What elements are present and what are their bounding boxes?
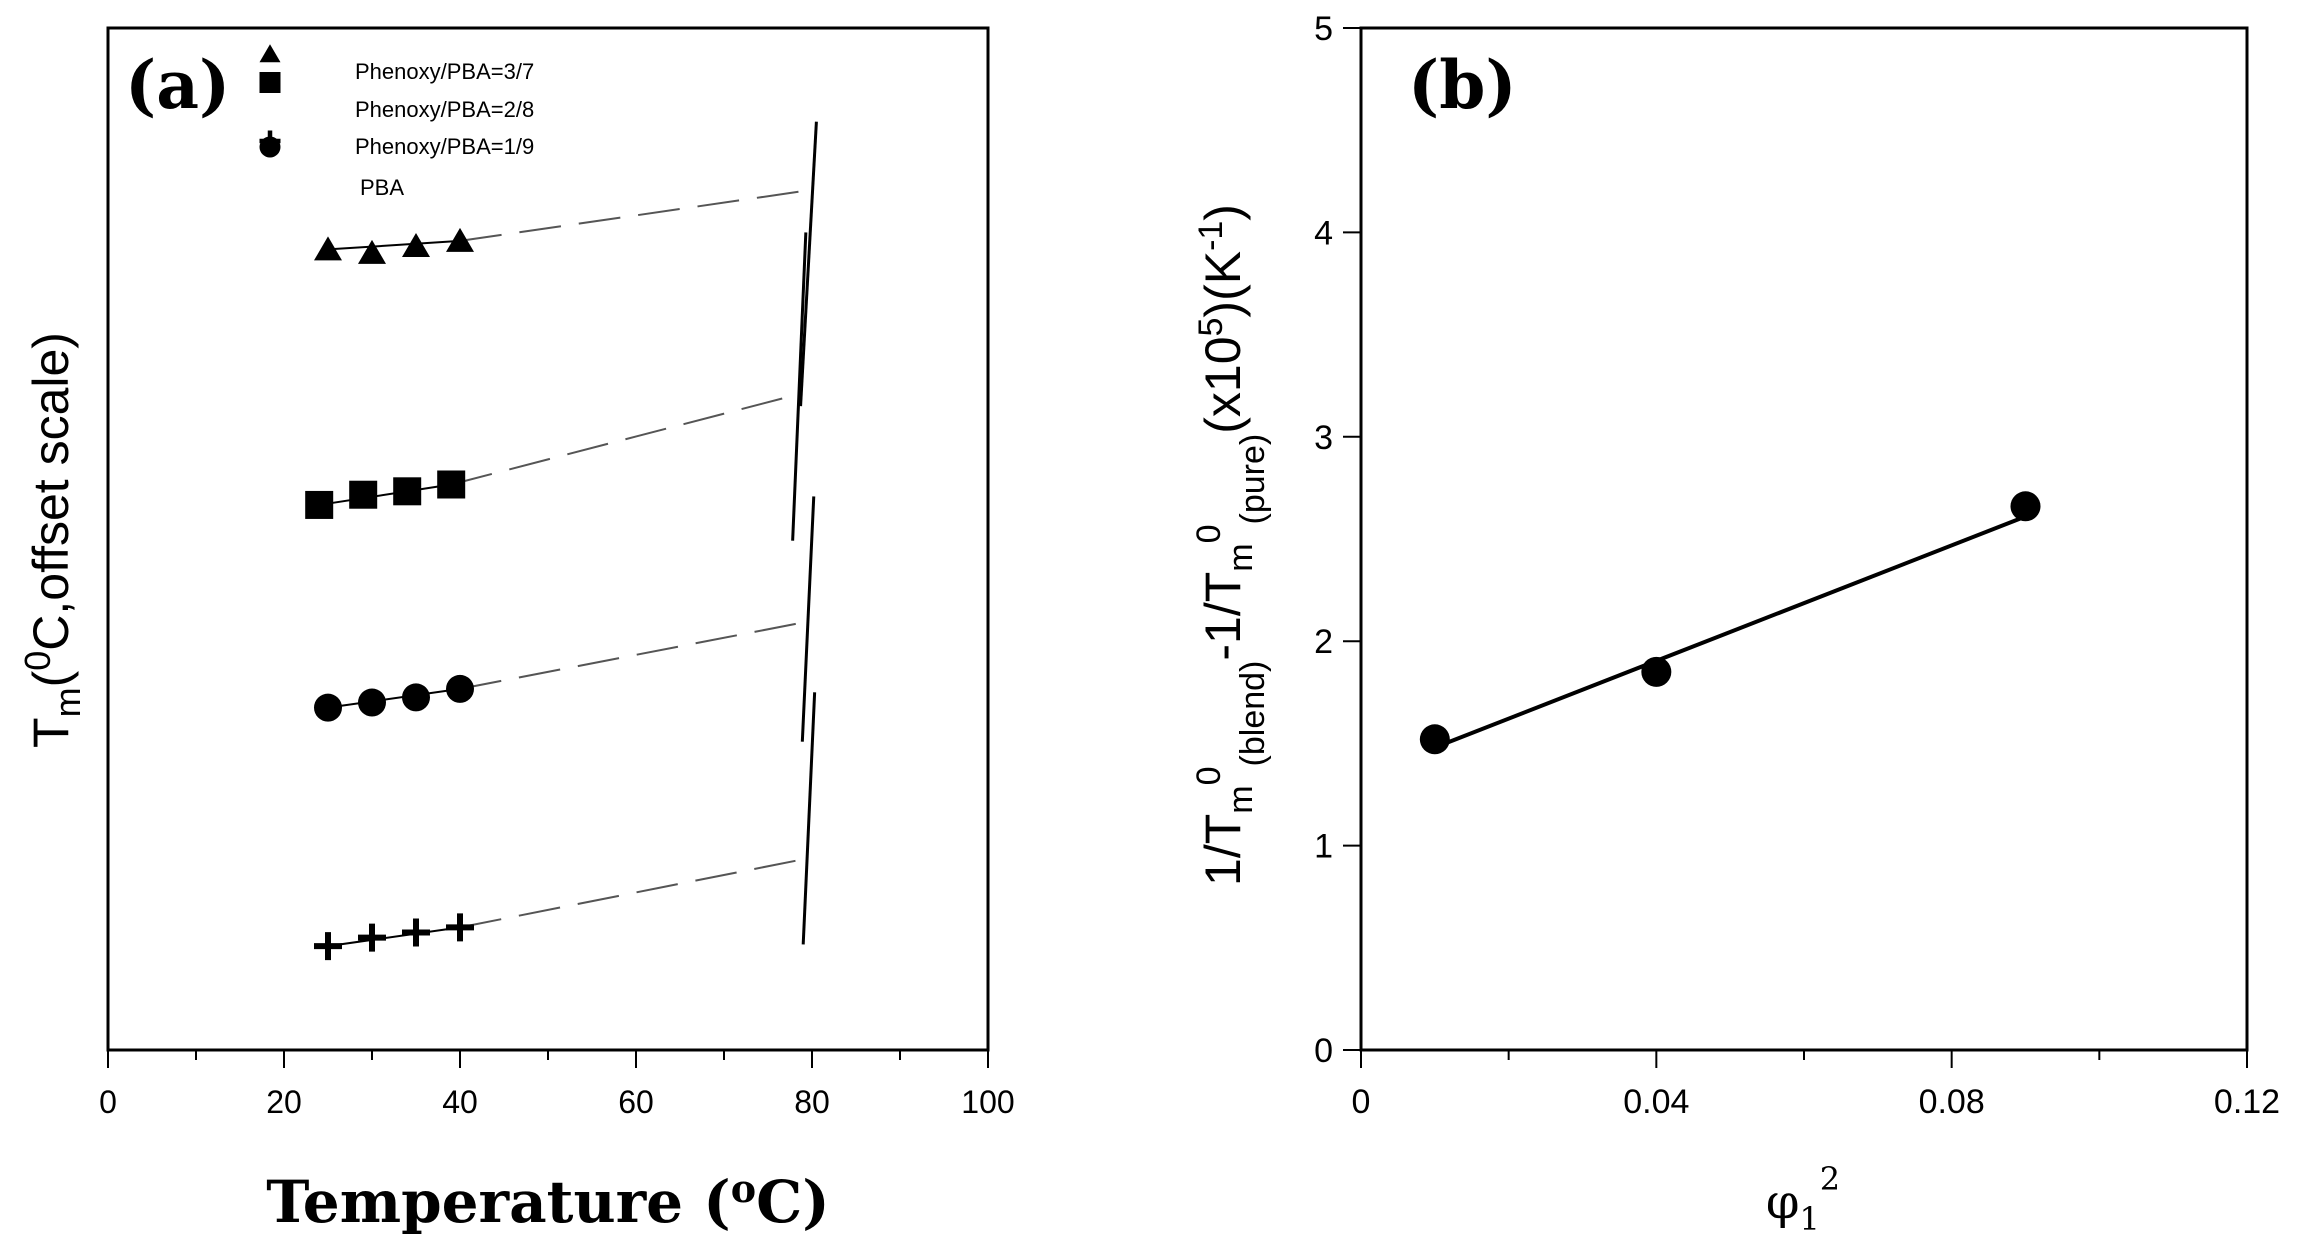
fit-line-extrapolation bbox=[459, 619, 813, 690]
panel-b-x-tick-label: 0.12 bbox=[2214, 1083, 2280, 1121]
panel-b-x-tick-label: 0 bbox=[1352, 1083, 1371, 1121]
regression-line bbox=[1434, 514, 2027, 750]
panel-a-y-label-t: T bbox=[23, 717, 79, 748]
panel-b-data-points bbox=[1419, 491, 2041, 755]
panel-b-y-label-part-4: (blend) bbox=[1234, 661, 1272, 767]
panel-a-y-label-sup: 0 bbox=[17, 651, 58, 671]
panel-a-label: (a) bbox=[125, 46, 230, 124]
data-point-triangle bbox=[314, 236, 342, 261]
legend-label-4: PBA bbox=[360, 175, 404, 200]
data-point-plus bbox=[446, 913, 474, 942]
panel-b-fit-line bbox=[1434, 514, 2027, 750]
data-point-circle bbox=[446, 674, 474, 703]
data-point-plus bbox=[358, 923, 386, 952]
data-point-circle bbox=[1641, 656, 1672, 687]
tm-equals-tc-line bbox=[799, 121, 818, 407]
fit-line-extrapolation bbox=[450, 393, 800, 486]
panel-a-y-label-sub: m bbox=[47, 687, 88, 717]
legend-label-3: Phenoxy/PBA=1/9 bbox=[355, 134, 534, 159]
fit-line-solid bbox=[327, 926, 461, 948]
panel-b-y-label-part-7: 0 bbox=[1190, 524, 1228, 543]
panel-b-y-label-part-10: 5 bbox=[1192, 318, 1230, 337]
panel-a-x-tick-label: 20 bbox=[266, 1084, 302, 1120]
panel-a-y-axis-label: Tm(0C,offset scale) bbox=[17, 332, 88, 748]
panel-b-y-label-part-11: )(K bbox=[1195, 251, 1251, 318]
fit-line-solid bbox=[319, 483, 452, 506]
panel-a-chart: (a) 0 20 40 60 80 100 Phenoxy/PBA=3/7 Phenoxy… bbox=[17, 26, 1015, 1236]
panel-b-y-tick-label: 2 bbox=[1314, 623, 1333, 661]
panel-a-x-label-sup: o bbox=[731, 1166, 756, 1211]
data-point-circle bbox=[1419, 724, 1450, 755]
data-point-triangle bbox=[446, 227, 474, 252]
panel-a-data-points bbox=[305, 227, 474, 961]
data-point-plus bbox=[314, 932, 342, 961]
fit-line-solid bbox=[327, 239, 461, 251]
panel-b-y-axis-label: 1/Tm0(blend)-1/Tm0(pure)(x105)(K-1) bbox=[1190, 204, 1272, 886]
panel-b-y-tick-label: 5 bbox=[1314, 10, 1333, 48]
panel-a-x-axis-label: Temperature (oC) bbox=[266, 1166, 829, 1236]
panel-b-y-label-part-1: 1/T bbox=[1195, 814, 1251, 886]
panel-a-x-label-before: Temperature ( bbox=[266, 1168, 730, 1236]
fit-line-solid bbox=[327, 687, 461, 709]
panel-a-frame bbox=[106, 26, 990, 1052]
legend-symbol-square bbox=[259, 72, 281, 93]
panel-b-y-label-part-2: m bbox=[1222, 785, 1260, 813]
data-point-square bbox=[437, 470, 466, 499]
panel-b-x-label-sup: 2 bbox=[1820, 1160, 1840, 1198]
panel-b-x-tick-label: 0.04 bbox=[1623, 1083, 1689, 1121]
panel-b-y-label-part-9: (x10 bbox=[1195, 337, 1251, 434]
panel-b-y-label-part-13: ) bbox=[1195, 204, 1251, 221]
data-point-circle bbox=[358, 688, 386, 717]
panel-a-x-tick-label: 0 bbox=[99, 1084, 117, 1120]
data-point-circle bbox=[2010, 491, 2041, 522]
data-point-square bbox=[305, 490, 334, 519]
panel-a-x-ticks: 0 20 40 60 80 100 bbox=[99, 1050, 1015, 1120]
panel-a-x-tick-label: 80 bbox=[794, 1084, 830, 1120]
legend-label-2: Phenoxy/PBA=2/8 bbox=[355, 97, 534, 122]
panel-b-x-ticks: 0 0.04 0.08 0.12 bbox=[1352, 1050, 2280, 1121]
tm-equals-tc-line bbox=[791, 232, 808, 541]
panel-b-y-tick-label: 3 bbox=[1314, 419, 1333, 457]
panel-b-label: (b) bbox=[1408, 46, 1517, 124]
tm-equals-tc-line bbox=[801, 692, 817, 945]
panel-a-legend: Phenoxy/PBA=3/7 Phenoxy/PBA=2/8 Phenoxy/… bbox=[259, 44, 534, 200]
data-point-square bbox=[349, 480, 378, 509]
data-point-square bbox=[393, 477, 422, 506]
panel-b-y-label-part-3: 0 bbox=[1190, 766, 1228, 785]
panel-b-x-label-sub: 1 bbox=[1799, 1200, 1819, 1238]
panel-a-fit-lines bbox=[319, 121, 818, 948]
panel-b-x-tick-label: 0.08 bbox=[1919, 1083, 1985, 1121]
panel-a-y-label-rest: C,offset scale) bbox=[23, 332, 79, 651]
data-point-circle bbox=[314, 693, 342, 722]
data-point-plus bbox=[402, 918, 430, 947]
panel-b-frame bbox=[1359, 26, 2249, 1052]
fit-line-extrapolation bbox=[459, 188, 813, 242]
data-point-circle bbox=[402, 683, 430, 712]
panel-a-y-label-open: ( bbox=[23, 670, 79, 687]
legend-symbol-plus bbox=[259, 130, 281, 152]
panel-b-y-label-part-5: -1/T bbox=[1195, 572, 1251, 661]
data-point-triangle bbox=[402, 233, 430, 258]
panel-a-x-tick-label: 100 bbox=[961, 1084, 1014, 1120]
panel-b-y-tick-label: 4 bbox=[1314, 214, 1333, 252]
panel-b-y-tick-label: 1 bbox=[1314, 828, 1333, 866]
panel-b-x-axis-label: φ12 bbox=[1766, 1160, 1840, 1238]
tm-equals-tc-line bbox=[800, 496, 816, 742]
legend-symbol-triangle bbox=[259, 44, 281, 63]
panel-b-y-label-part-8: (pure) bbox=[1234, 434, 1272, 525]
panel-a-x-tick-label: 40 bbox=[442, 1084, 478, 1120]
panel-a-x-label-after: C) bbox=[756, 1168, 830, 1236]
data-point-triangle bbox=[358, 239, 386, 264]
panel-b-y-label-part-12: -1 bbox=[1192, 221, 1230, 251]
panel-b-y-tick-label: 0 bbox=[1314, 1032, 1333, 1070]
panel-b-y-label-part-6: m bbox=[1222, 543, 1260, 571]
panel-b-x-label-base: φ bbox=[1766, 1174, 1800, 1230]
fit-line-extrapolation bbox=[459, 856, 813, 929]
legend-label-1: Phenoxy/PBA=3/7 bbox=[355, 59, 534, 84]
panel-a-x-tick-label: 60 bbox=[618, 1084, 654, 1120]
panel-b-y-ticks: 0 1 2 3 4 5 bbox=[1314, 10, 1361, 1070]
